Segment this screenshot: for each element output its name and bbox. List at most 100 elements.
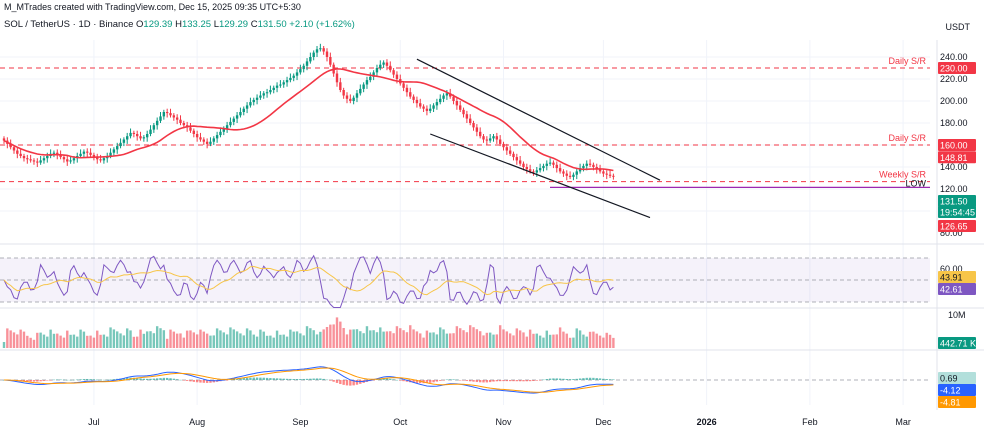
macd-hist-bar [249, 377, 252, 380]
macd-hist-bar [46, 380, 49, 381]
time-axis[interactable]: Jul Aug Sep Oct Nov Dec 2026 Feb Mar [88, 417, 911, 427]
macd-hist-bar [528, 380, 532, 382]
signal-line [4, 367, 614, 393]
macd-hist-bar [608, 379, 612, 380]
volume-bar [575, 328, 578, 348]
quote-currency-label[interactable]: USDT [945, 22, 971, 32]
candle-body [469, 118, 472, 123]
volume-bar [562, 331, 565, 348]
candle-body [86, 151, 89, 153]
macd-hist-bar [598, 378, 602, 380]
price-tick-label: 220.00 [940, 74, 968, 84]
channel-upper [416, 58, 661, 181]
volume-bar [555, 334, 558, 348]
macd-hist-bar [292, 379, 295, 380]
volume-bar [359, 331, 362, 348]
macd-hist-bar [449, 379, 452, 380]
candle-body [498, 139, 502, 144]
volume-bar [109, 327, 112, 348]
volume-bar [169, 329, 172, 348]
macd-hist-bar [329, 380, 332, 381]
candle-body [612, 175, 615, 177]
candle-body [189, 127, 192, 131]
candle-body [32, 160, 36, 162]
volume-bar [469, 325, 472, 348]
macd-hist-bar [205, 380, 209, 383]
candle-body [375, 68, 379, 73]
sr-level-label: Daily S/R [888, 56, 926, 66]
macd-hist-bar [136, 378, 139, 380]
volume-bar [478, 331, 482, 348]
volume-bar [425, 330, 429, 348]
volume-bar [355, 329, 359, 348]
candle-body [235, 115, 239, 119]
volume-bar [289, 329, 292, 348]
macd-hist-bar [585, 377, 588, 380]
candle-body [508, 150, 512, 154]
macd-hist-bar [322, 378, 325, 380]
symbol-title[interactable]: SOL / TetherUS · 1D · Binance [4, 19, 134, 30]
volume-bar [528, 329, 532, 348]
macd-hist-bar [435, 380, 439, 382]
macd-hist-bar [242, 378, 245, 380]
macd-hist-bar [285, 378, 289, 380]
volume-bar [319, 331, 322, 348]
macd-hist-bar [399, 380, 402, 381]
candle-body [588, 163, 592, 165]
macd-hist-bar [192, 380, 196, 382]
candle-body [19, 153, 22, 156]
symbol-ohlc-legend: SOL / TetherUS · 1D · Binance O129.39 H1… [4, 19, 355, 30]
time-tick-label: 2026 [697, 417, 717, 427]
volume-bar [399, 328, 402, 348]
candle-body [382, 62, 385, 65]
volume-bar [595, 333, 598, 348]
volume-bar [262, 331, 265, 348]
macd-hist-bar [515, 380, 519, 382]
volume-bar [202, 331, 205, 348]
price-tick-label: 120.00 [940, 184, 968, 194]
high-label: H [175, 19, 182, 30]
macd-hist-bar [392, 379, 395, 380]
macd-hist-bar [518, 380, 522, 382]
volume-bar [305, 326, 309, 348]
candle-body [462, 109, 465, 115]
macd-hist-bar [175, 379, 179, 380]
candle-body [239, 112, 242, 116]
volume-bar [106, 336, 109, 348]
macd-hist-bar [562, 378, 565, 380]
macd-hist-bar [76, 379, 79, 381]
macd-hist-bar [522, 380, 525, 382]
macd-hist-bar [558, 378, 562, 380]
volume-bar [585, 336, 588, 348]
volume-bar [548, 334, 552, 348]
macd-hist-bar [319, 378, 322, 380]
macd-hist-bar [578, 378, 582, 380]
volume-bar [49, 329, 52, 348]
candle-body [419, 103, 422, 107]
volume-bar [445, 333, 449, 348]
volume-bar [139, 329, 142, 348]
volume-bar [102, 334, 106, 348]
candle-body [56, 152, 59, 155]
macd-hist-bar [535, 380, 538, 381]
macd-hist-bar [385, 378, 389, 380]
candle-body [342, 90, 345, 96]
volume-bar [442, 329, 445, 348]
macd-hist-tag-bg [938, 372, 976, 384]
countdown-tag-bg [938, 206, 976, 218]
macd-hist-bar [109, 379, 112, 380]
candle-body [582, 165, 585, 169]
time-tick-label: Sep [292, 417, 308, 427]
candle-body [405, 87, 409, 93]
volume-bar [472, 327, 475, 348]
volume-bar [69, 334, 72, 348]
macd-hist-bar [345, 380, 349, 386]
candle-body [129, 132, 132, 137]
candle-body [325, 51, 329, 57]
macd-hist-bar [255, 377, 259, 380]
volume-bar [339, 321, 342, 348]
macd-hist-bar [379, 378, 382, 380]
volume-bar [232, 329, 235, 348]
candle-body [245, 105, 249, 109]
